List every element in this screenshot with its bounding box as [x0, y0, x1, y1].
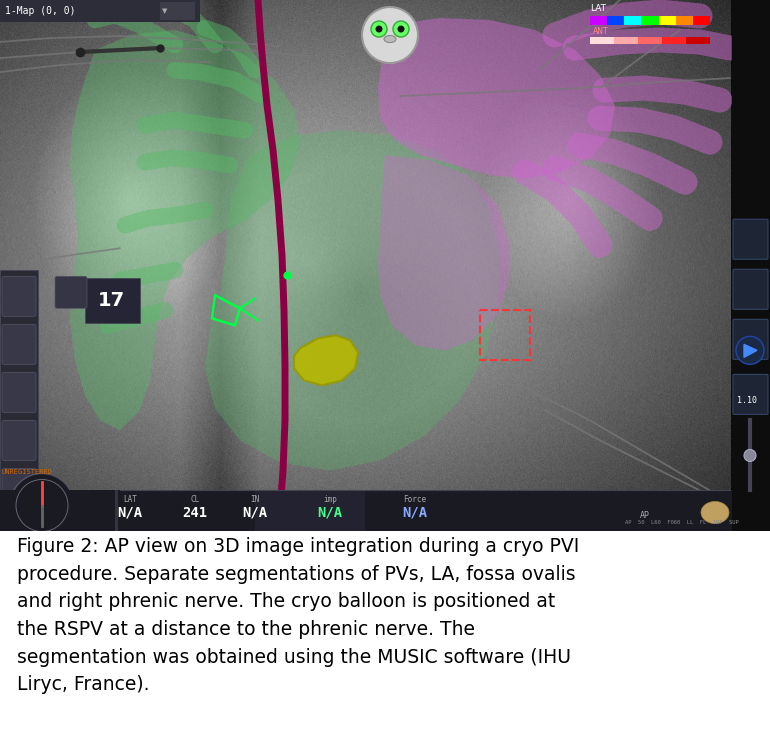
Circle shape	[376, 25, 383, 33]
Text: CL: CL	[190, 495, 199, 504]
Circle shape	[371, 21, 387, 37]
Polygon shape	[378, 18, 615, 178]
Text: N/A: N/A	[118, 505, 142, 519]
Text: N/A: N/A	[243, 505, 267, 519]
Circle shape	[393, 21, 409, 37]
Bar	[255, 490, 365, 531]
FancyBboxPatch shape	[2, 276, 36, 316]
Ellipse shape	[701, 502, 729, 524]
Text: AP  50  L60  F060  LL  FL  INF  SUP: AP 50 L60 F060 LL FL INF SUP	[625, 520, 738, 525]
FancyBboxPatch shape	[2, 421, 36, 461]
FancyBboxPatch shape	[55, 276, 87, 309]
Bar	[85, 278, 140, 324]
Polygon shape	[205, 130, 500, 470]
Text: 1-Map (0, 0): 1-Map (0, 0)	[5, 6, 75, 16]
Bar	[0, 270, 38, 501]
Polygon shape	[70, 30, 300, 430]
Bar	[676, 16, 693, 25]
Bar	[590, 16, 607, 25]
Text: 1.10: 1.10	[737, 396, 757, 405]
FancyBboxPatch shape	[2, 468, 36, 508]
Bar	[662, 37, 686, 44]
Circle shape	[736, 336, 764, 364]
Bar	[693, 16, 710, 25]
FancyBboxPatch shape	[2, 324, 36, 364]
Bar	[590, 37, 614, 44]
Polygon shape	[744, 344, 757, 358]
Bar	[624, 16, 641, 25]
Bar	[638, 37, 662, 44]
Text: N/A: N/A	[317, 505, 343, 519]
Text: N/A: N/A	[403, 505, 427, 519]
Text: UNREGISTERED: UNREGISTERED	[2, 470, 53, 476]
Text: 17: 17	[98, 291, 125, 310]
Bar	[0, 490, 732, 531]
Text: IN: IN	[250, 495, 259, 504]
Circle shape	[397, 25, 404, 33]
Bar	[614, 37, 638, 44]
Text: ▼: ▼	[162, 8, 167, 14]
Bar	[0, 0, 200, 22]
FancyBboxPatch shape	[2, 372, 36, 413]
Bar	[641, 16, 658, 25]
FancyBboxPatch shape	[733, 269, 768, 309]
Bar	[607, 16, 624, 25]
Text: imp: imp	[323, 495, 337, 504]
Ellipse shape	[384, 36, 396, 42]
Text: LAT: LAT	[123, 495, 137, 504]
Polygon shape	[294, 335, 358, 385]
Circle shape	[362, 7, 418, 63]
Bar	[115, 490, 118, 531]
FancyBboxPatch shape	[733, 219, 768, 259]
Polygon shape	[378, 155, 510, 350]
Text: ANT: ANT	[593, 27, 608, 36]
Bar	[686, 37, 710, 44]
FancyBboxPatch shape	[733, 319, 768, 359]
Text: Force: Force	[403, 495, 427, 504]
Circle shape	[744, 450, 756, 462]
FancyBboxPatch shape	[733, 375, 768, 415]
Text: 241: 241	[182, 505, 208, 519]
Bar	[658, 16, 676, 25]
Bar	[160, 2, 195, 20]
Bar	[732, 0, 770, 531]
Text: LAT: LAT	[590, 4, 606, 13]
Text: AP: AP	[640, 511, 650, 520]
Text: Figure 2: AP view on 3D image integration during a cryo PVI
procedure. Separate : Figure 2: AP view on 3D image integratio…	[17, 537, 579, 695]
Circle shape	[10, 473, 74, 537]
